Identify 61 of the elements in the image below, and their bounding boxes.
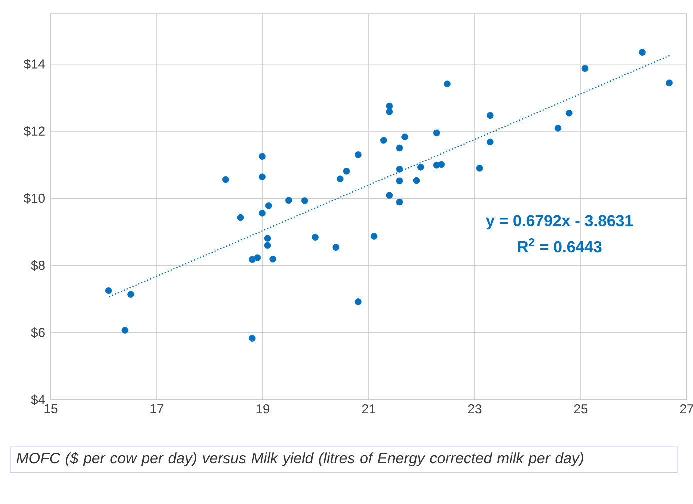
point — [486, 138, 494, 146]
point — [301, 198, 308, 204]
point — [332, 244, 340, 251]
point — [312, 234, 319, 241]
point — [122, 327, 129, 334]
point — [259, 153, 266, 160]
point — [237, 214, 244, 222]
point — [249, 256, 256, 264]
point — [128, 291, 134, 298]
point — [396, 198, 404, 206]
point — [270, 256, 276, 263]
point — [402, 134, 408, 141]
text: MOFC ($ per cow per day) versus Milk yield (litres of Energy corrected milk per day) — [16, 452, 584, 467]
point — [259, 174, 266, 181]
point — [396, 144, 404, 152]
point — [370, 233, 378, 240]
y-tick-label: $12 — [24, 126, 45, 137]
point — [222, 176, 230, 184]
point — [418, 164, 424, 171]
x-tick-label: 17 — [150, 404, 164, 414]
point — [438, 161, 445, 168]
point — [336, 176, 344, 183]
x-tick-label: 23 — [468, 404, 482, 414]
point — [566, 110, 573, 117]
point — [355, 152, 362, 158]
point — [249, 335, 256, 342]
y-tick-label: $6 — [31, 328, 45, 338]
annotation: R$^{2}$ = 0.6443 — [518, 238, 602, 253]
point — [254, 254, 262, 262]
point — [355, 298, 362, 306]
point — [413, 177, 420, 184]
x-tick-label: 21 — [362, 404, 376, 414]
point — [380, 137, 388, 144]
point — [476, 165, 484, 172]
point — [259, 210, 266, 217]
y-tick-label: $10 — [24, 193, 45, 204]
point — [264, 242, 272, 249]
x-tick-label: 15 — [44, 404, 58, 414]
point — [444, 80, 451, 88]
y-tick-label: $8 — [31, 260, 45, 271]
y-tick-label: $4 — [31, 394, 46, 406]
x-tick-label: 25 — [574, 404, 588, 414]
point — [105, 288, 112, 294]
point — [264, 235, 272, 242]
point — [343, 168, 350, 175]
point — [666, 80, 673, 87]
point — [639, 49, 646, 56]
point — [486, 112, 494, 120]
point — [396, 178, 404, 185]
point — [554, 125, 562, 132]
x-tick-label: 19 — [256, 404, 270, 414]
point — [265, 202, 272, 210]
point — [396, 166, 404, 173]
annotation: y = 0.6792x - 3.8631 — [486, 215, 634, 230]
point — [582, 65, 589, 72]
y-tick-label: $14 — [24, 59, 46, 70]
point — [433, 130, 440, 137]
point — [386, 108, 394, 116]
point — [386, 192, 394, 199]
point — [386, 102, 394, 110]
point — [286, 197, 292, 204]
